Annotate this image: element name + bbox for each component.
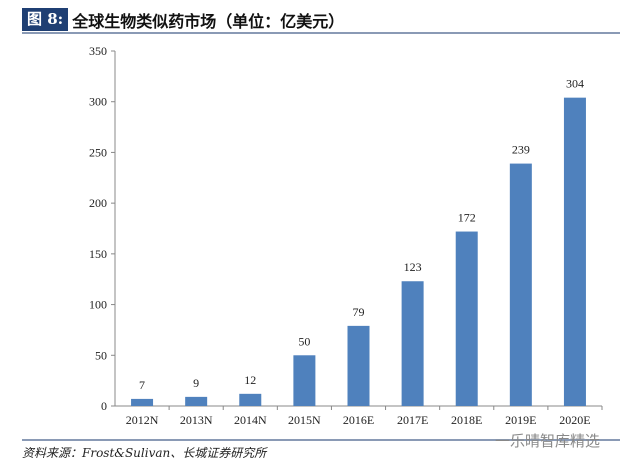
bar-chart: 0 50 100 150 200 250 300 350 7 2012N 9 2013N 12 2014N…: [89, 44, 603, 427]
data-label: 9: [193, 376, 199, 390]
source-note: 资料来源：Frost&Sulivan、长城证券研究所: [22, 446, 267, 460]
y-tick-label: 350: [89, 44, 107, 58]
data-label: 50: [298, 334, 310, 348]
x-tick-label: 2019E: [505, 413, 536, 427]
x-tick-label: 2014N: [234, 413, 267, 427]
x-tick-label: 2018E: [451, 413, 482, 427]
data-label: 12: [244, 373, 256, 387]
x-tick-label: 2013N: [180, 413, 213, 427]
data-label: 79: [353, 305, 365, 319]
figure-label: 图 8:: [22, 8, 69, 31]
y-tick-label: 100: [89, 298, 107, 312]
data-label: 7: [139, 378, 145, 392]
top-divider: [22, 32, 620, 34]
data-label: 123: [404, 260, 422, 274]
watermark: 一乐晴智库精选: [495, 432, 601, 450]
y-tick-label: 50: [95, 348, 107, 362]
bar: [293, 355, 316, 406]
y-tick-label: 150: [89, 247, 107, 261]
y-tick-label: 250: [89, 145, 107, 159]
data-label: 304: [566, 77, 584, 91]
bar: [563, 97, 586, 407]
bar: [455, 231, 478, 406]
bottom-divider: [22, 439, 620, 441]
x-tick-label: 2012N: [126, 413, 159, 427]
x-tick-label: 2017E: [397, 413, 428, 427]
bar: [509, 163, 532, 406]
y-tick-label: 300: [89, 95, 107, 109]
x-tick-label: 2015N: [288, 413, 321, 427]
chart-title: 全球生物类似药市场（单位：亿美元）: [72, 11, 345, 31]
data-label: 172: [458, 211, 476, 225]
x-tick-label: 2020E: [559, 413, 590, 427]
bar: [347, 325, 370, 406]
x-tick-label: 2016E: [343, 413, 374, 427]
bar: [185, 396, 208, 406]
bar: [131, 398, 154, 406]
data-label: 239: [512, 143, 530, 157]
bar: [239, 393, 262, 406]
chart-title-bar: 图 8: 全球生物类似药市场（单位：亿美元）: [22, 8, 344, 31]
bar: [401, 281, 424, 406]
y-tick-label: 200: [89, 196, 107, 210]
y-tick-label: 0: [101, 399, 107, 413]
